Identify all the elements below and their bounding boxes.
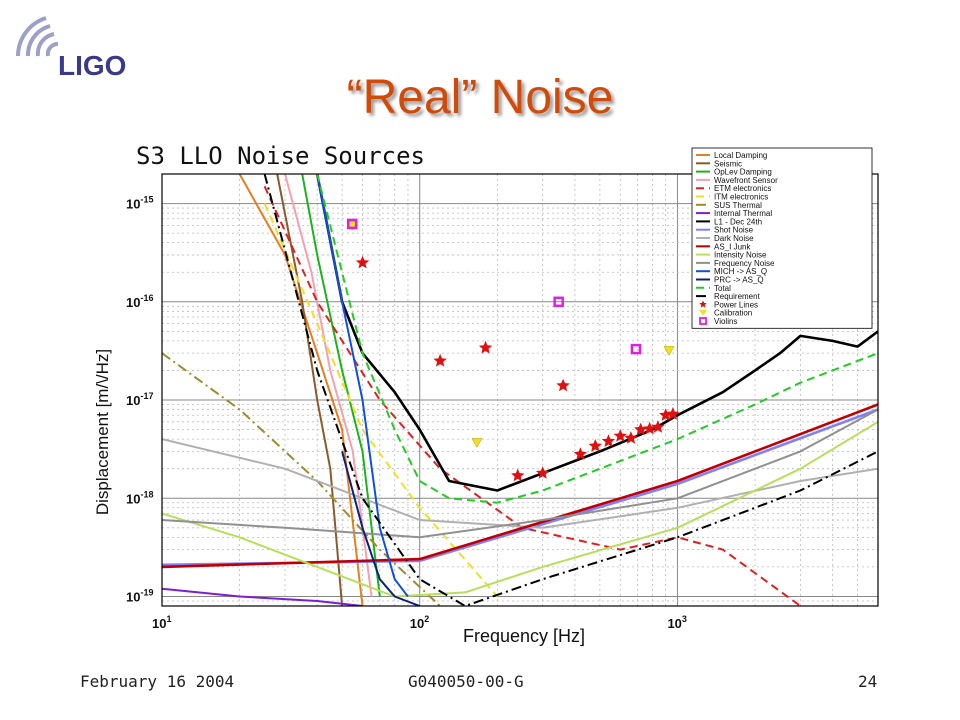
legend-label: Intensity Noise [714, 251, 767, 260]
marker-power-lines [634, 422, 648, 436]
footer-doc-id: G040050-00-G [408, 672, 524, 691]
legend-label: Wavefront Sensor [714, 176, 778, 185]
series-line-prc-as-q [341, 451, 421, 606]
chart-title: S3 LLO Noise Sources [136, 142, 425, 170]
legend-swatch [699, 300, 707, 308]
legend-label: ETM electronics [714, 184, 771, 193]
series-line-itm-electronics [263, 203, 499, 598]
noise-chart: 10-19 10-18 10-17 10-16 10-15 101 102 103 S3 L… [88, 132, 900, 654]
series-line-seismic [276, 174, 344, 606]
marker-power-lines [666, 407, 680, 420]
series-line-intensity-noise [162, 420, 878, 598]
series-line-l1-dec-24th [315, 174, 878, 492]
marker-power-lines [659, 408, 673, 421]
series-line-total [316, 174, 878, 504]
legend-label: Seismic [714, 159, 742, 168]
series-group [162, 174, 878, 606]
x-tick-label: 102 [410, 614, 429, 631]
marker-calibration [471, 438, 483, 448]
marker-power-lines [536, 466, 550, 479]
marker-violins [630, 343, 642, 355]
legend-label: PRC -> AS_Q [714, 276, 764, 285]
legend-label: Frequency Noise [714, 259, 775, 268]
legend-label: L1 - Dec 24th [714, 217, 762, 226]
marker-power-lines [624, 431, 638, 444]
legend-swatch [699, 309, 707, 316]
footer-page-number: 24 [858, 672, 878, 691]
series-line-mich-as-q [316, 174, 409, 598]
markers-group [346, 218, 680, 482]
series-line-dark-noise [162, 438, 878, 529]
y-axis-label: Displacement [m/\/Hz] [93, 349, 112, 515]
marker-power-lines [573, 447, 587, 460]
series-line-requirement [263, 174, 878, 606]
marker-power-lines [433, 353, 447, 367]
series-line-local-damping [238, 174, 364, 606]
legend-label: Total [714, 284, 731, 293]
marker-power-lines [355, 255, 370, 269]
y-tick-label: 10-15 [126, 195, 153, 212]
footer-date: February 16 2004 [80, 672, 235, 691]
x-tick-label: 101 [152, 614, 171, 631]
legend-label: SUS Thermal [714, 201, 762, 210]
legend-label: Violins [714, 317, 737, 326]
marker-power-lines [613, 429, 627, 442]
marker-violins [553, 296, 564, 308]
ligo-logo-arcs-icon [16, 16, 59, 57]
x-axis-label: Frequency [Hz] [463, 626, 585, 646]
y-tick-label: 10-19 [126, 587, 153, 604]
marker-calibration [663, 346, 675, 356]
legend-label: AS_I Junk [714, 242, 751, 251]
logo-text: LIGO [58, 50, 127, 81]
marker-power-lines [511, 468, 525, 482]
legend-label: Shot Noise [714, 226, 754, 235]
legend-label: Calibration [714, 309, 752, 318]
x-tick-label: 103 [667, 614, 686, 631]
series-line-internal-thermal [162, 587, 363, 606]
marker-calibration [346, 221, 358, 231]
legend-swatch [699, 317, 707, 325]
series-line-frequency-noise [162, 408, 878, 539]
legend-label: Power Lines [714, 300, 758, 309]
ligo-logo: LIGO [8, 8, 148, 81]
y-tick-label: 10-17 [126, 391, 153, 408]
marker-power-lines [643, 421, 657, 435]
plot-frame [161, 173, 879, 607]
noise-chart-svg: 10-19 10-18 10-17 10-16 10-15 101 102 103 S3 L… [88, 132, 900, 654]
legend-label: ITM electronics [714, 193, 768, 202]
legend-label: Internal Thermal [714, 209, 772, 218]
legend-label: OpLev Damping [714, 168, 772, 177]
marker-power-lines [651, 420, 665, 433]
marker-power-lines [601, 434, 616, 447]
legend-label: MICH -> AS_Q [714, 267, 767, 276]
y-tick-label: 10-16 [126, 293, 153, 310]
marker-power-lines [588, 439, 602, 452]
y-tick-labels: 10-19 10-18 10-17 10-16 10-15 [126, 195, 153, 605]
legend-label: Local Damping [714, 151, 767, 160]
marker-power-lines [556, 378, 570, 392]
slide-title: “Real” Noise [346, 71, 614, 124]
legend-label: Dark Noise [714, 234, 754, 243]
marker-power-lines [478, 340, 493, 354]
x-tick-labels: 101 102 103 [152, 614, 687, 631]
y-tick-label: 10-18 [126, 489, 153, 506]
series-line-wavefront-sensor [284, 174, 373, 597]
legend-label: Requirement [714, 292, 761, 301]
legend-box [691, 147, 873, 329]
marker-violins [346, 218, 358, 230]
